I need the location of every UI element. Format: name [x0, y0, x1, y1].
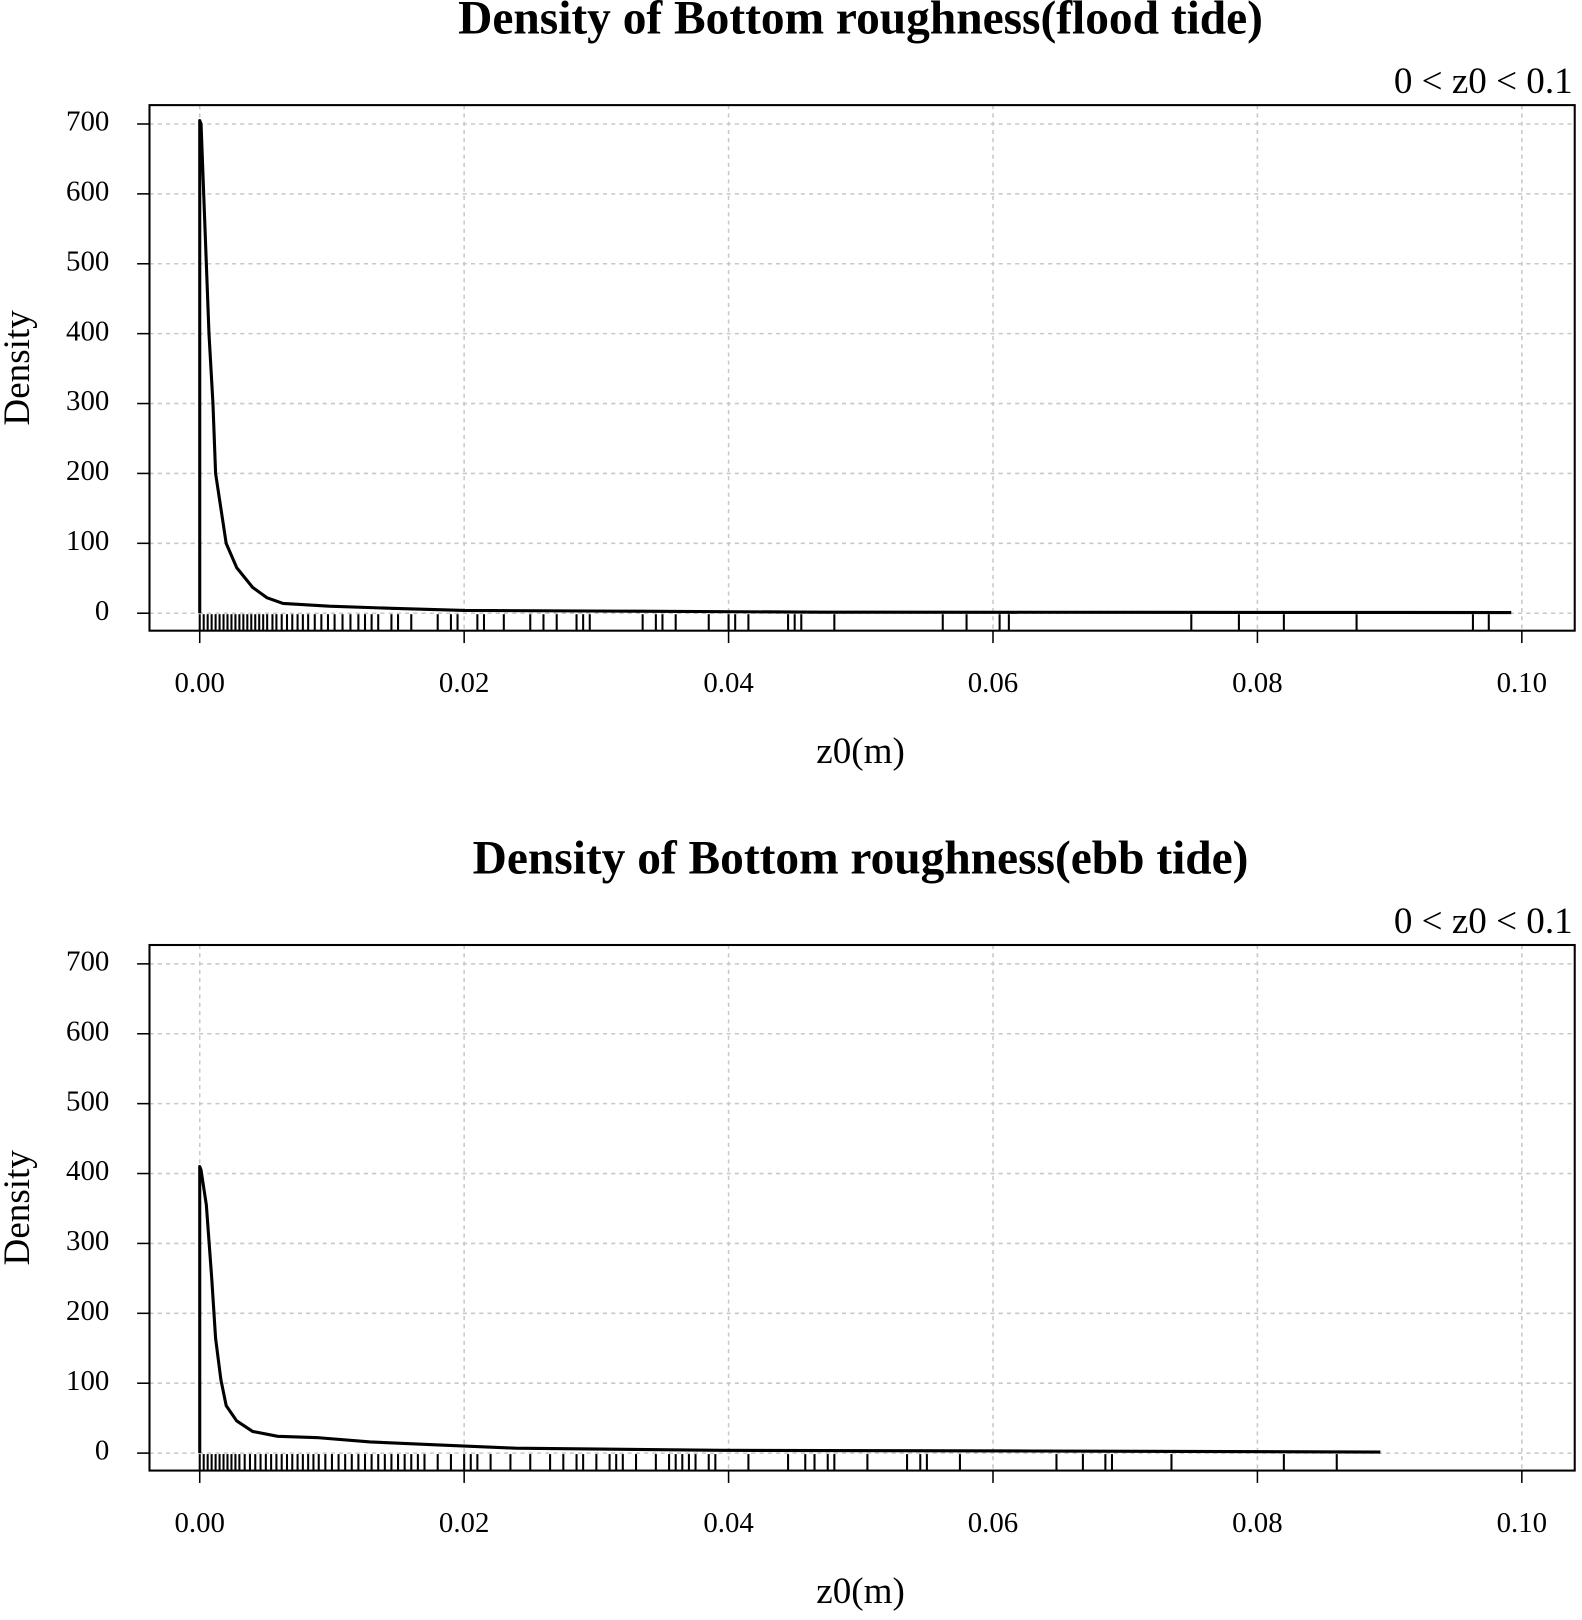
y-tick-label: 500 — [66, 1085, 109, 1117]
x-tick-label: 0.02 — [439, 1507, 489, 1539]
y-tick-label: 0 — [95, 1435, 109, 1467]
y-tick-label: 700 — [66, 945, 109, 977]
y-axis-label: Density — [0, 310, 38, 426]
y-tick-label: 200 — [66, 1295, 109, 1327]
x-tick-label: 0.00 — [174, 1507, 224, 1539]
chart-title: Density of Bottom roughness(flood tide) — [458, 0, 1263, 45]
y-tick-label: 100 — [66, 1365, 109, 1397]
y-tick-label: 200 — [66, 455, 109, 487]
x-tick-label: 0.02 — [439, 667, 489, 699]
x-tick-label: 0.04 — [703, 1507, 753, 1539]
y-tick-label: 600 — [66, 175, 109, 207]
y-tick-label: 400 — [66, 315, 109, 347]
y-tick-label: 600 — [66, 1015, 109, 1047]
x-tick-label: 0.06 — [968, 667, 1018, 699]
x-tick-label: 0.00 — [174, 667, 224, 699]
x-tick-label: 0.06 — [968, 1507, 1018, 1539]
y-tick-label: 700 — [66, 106, 109, 138]
chart-title: Density of Bottom roughness(ebb tide) — [473, 832, 1249, 884]
y-axis-label: Density — [0, 1150, 38, 1266]
y-tick-label: 400 — [66, 1155, 109, 1187]
x-tick-label: 0.10 — [1497, 1507, 1547, 1539]
y-tick-label: 300 — [66, 385, 109, 417]
x-axis-label: z0(m) — [816, 1571, 905, 1612]
x-tick-label: 0.08 — [1232, 667, 1282, 699]
density-line — [198, 118, 1512, 615]
x-tick-label: 0.04 — [703, 667, 753, 699]
plot-frame — [148, 943, 1576, 1472]
y-tick-label: 500 — [66, 245, 109, 277]
density-line — [198, 1165, 1381, 1454]
y-tick-label: 0 — [95, 595, 109, 627]
annotation: 0 < z0 < 0.1 — [1394, 901, 1573, 942]
plot-frame — [148, 104, 1576, 632]
annotation: 0 < z0 < 0.1 — [1394, 61, 1573, 102]
y-tick-label: 300 — [66, 1225, 109, 1257]
x-axis-label: z0(m) — [816, 731, 905, 772]
x-tick-label: 0.10 — [1497, 667, 1547, 699]
x-tick-label: 0.08 — [1232, 1507, 1282, 1539]
y-tick-label: 100 — [66, 525, 109, 557]
